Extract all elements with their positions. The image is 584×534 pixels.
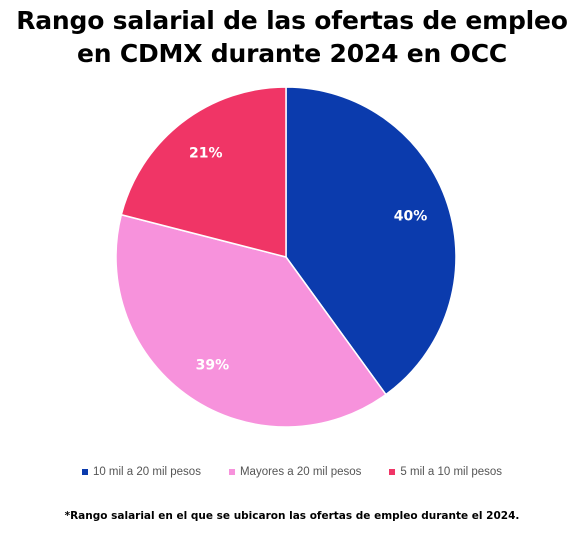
legend-item-mayores-20: Mayores a 20 mil pesos [228,466,362,478]
pie-data-labels: 40% 39% 21% [189,146,427,374]
footnote: *Rango salarial en el que se ubicaron la… [64,510,520,522]
legend-label-10-20: 10 mil a 20 mil pesos [92,466,201,478]
legend-swatch-mayores-20 [228,469,235,475]
legend-item-5-10: 5 mil a 10 mil pesos [389,466,502,478]
pie-chart-area: 40% 39% 21% [0,80,584,440]
legend-label-mayores-20: Mayores a 20 mil pesos [239,466,362,478]
pie-data-label: 21% [189,146,223,162]
legend-swatch-10-20 [81,469,88,475]
pie-slice [120,86,287,258]
pie-slice [285,86,457,396]
pie-chart: 40% 39% 21% [115,86,457,428]
chart-title-line-1: Rango salarial de las ofertas de empleo [16,6,568,35]
legend-item-10-20: 10 mil a 20 mil pesos [81,466,201,478]
pie-slices [115,86,457,428]
pie-data-label: 39% [196,357,230,373]
pie-slice [115,213,387,428]
legend-label-5-10: 5 mil a 10 mil pesos [400,466,503,478]
chart-title: Rango salarial de las ofertas de empleo … [0,4,584,70]
legend-swatch-5-10 [389,469,396,475]
pie-data-label: 40% [394,209,428,225]
chart-title-line-2: en CDMX durante 2024 en OCC [76,39,507,68]
legend: 10 mil a 20 mil pesos Mayores a 20 mil p… [0,466,584,478]
